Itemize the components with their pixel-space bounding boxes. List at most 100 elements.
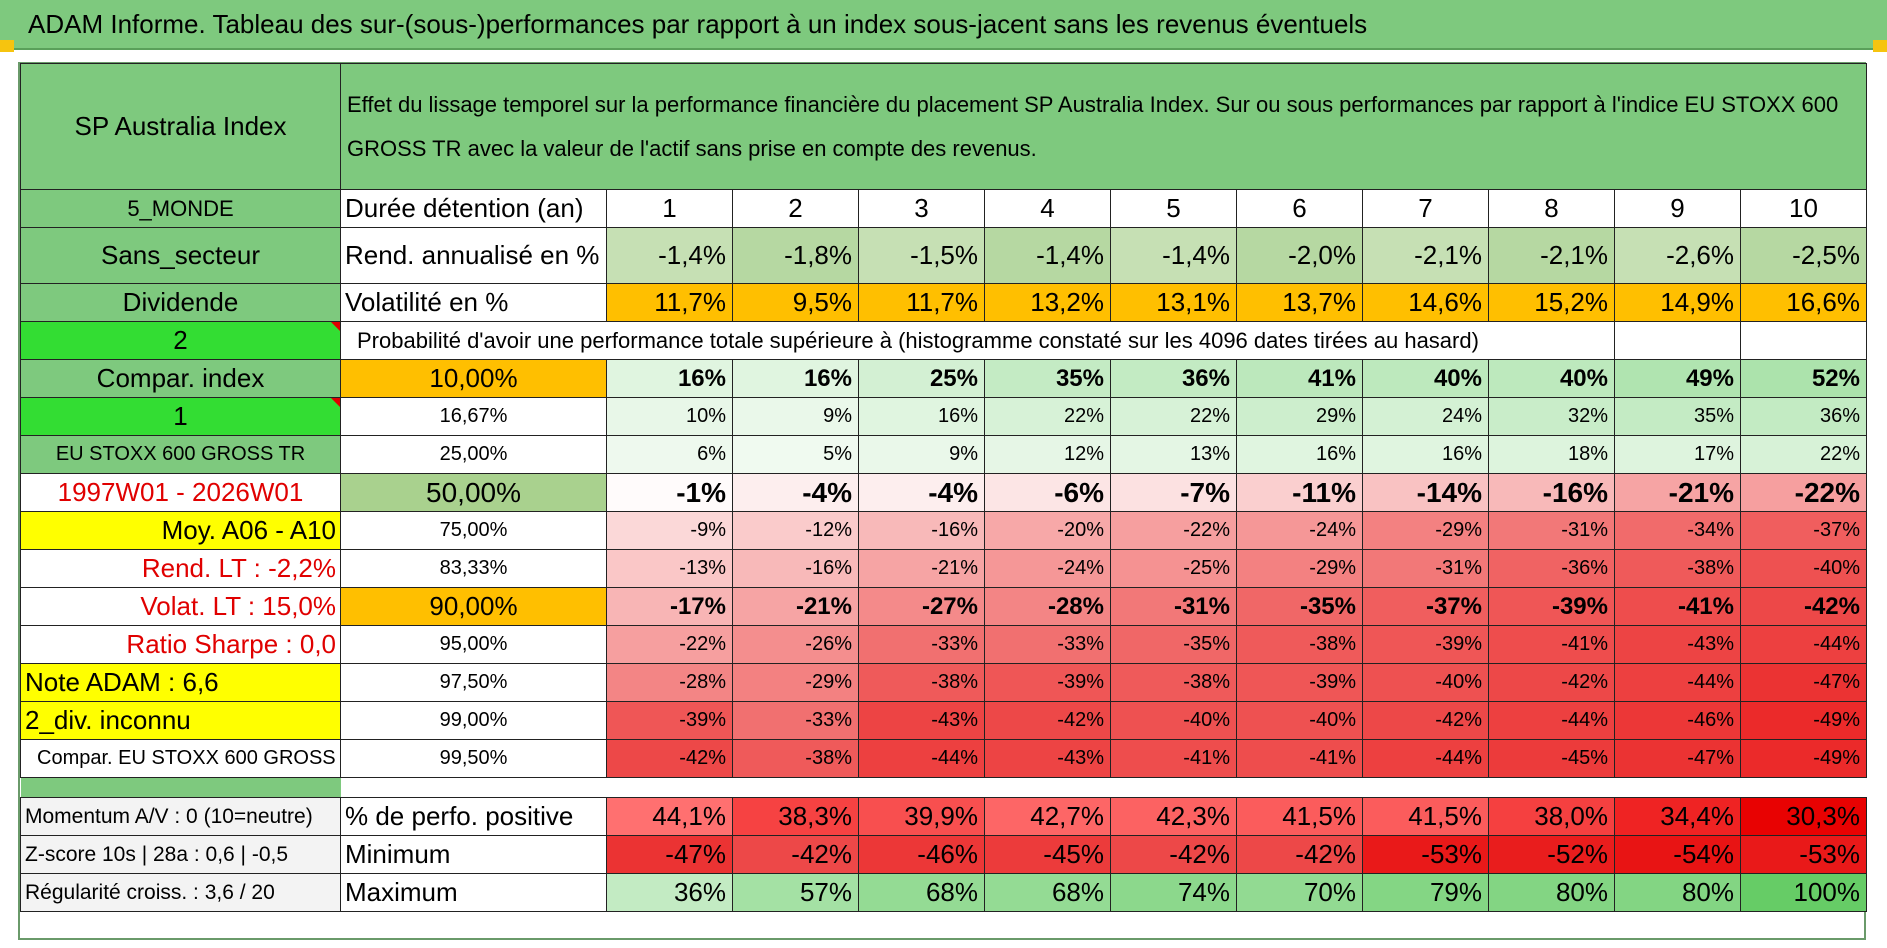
corner-marker-left <box>0 40 14 52</box>
max-cell: 70% <box>1236 873 1363 912</box>
percentile-cell: -41% <box>1110 739 1237 778</box>
percentile-cell: 22% <box>984 397 1111 436</box>
percentile-cell: -6% <box>984 473 1111 512</box>
min-label: Minimum <box>340 835 607 874</box>
percentile-cell: -21% <box>732 587 859 626</box>
percentile-label: 99,00% <box>340 701 607 740</box>
index-name-label: EU STOXX 600 GROSS TR <box>20 435 341 474</box>
vol-cell: 11,7% <box>858 283 985 322</box>
percentile-cell: -44% <box>858 739 985 778</box>
percentile-cell: 17% <box>1614 435 1741 474</box>
percentile-cell: -33% <box>732 701 859 740</box>
percentile-cell: 16% <box>1362 435 1489 474</box>
percentile-row: 2_div. inconnu 99,00% -39% -33% -43% -42% -40%… <box>20 701 1867 740</box>
proba-row: 2 Probabilité d'avoir une performance tot… <box>20 321 1867 360</box>
title-bar: ADAM Informe. Tableau des sur-(sous-)per… <box>0 0 1887 50</box>
percentile-cell: -24% <box>1236 511 1363 550</box>
percentile-cell: -7% <box>1110 473 1237 512</box>
year-header: 10 <box>1740 189 1867 228</box>
rend-cell: -2,6% <box>1614 227 1741 284</box>
pos-cell: 30,3% <box>1740 797 1867 836</box>
percentile-cell: 5% <box>732 435 859 474</box>
percentile-cell: -4% <box>732 473 859 512</box>
performance-table: SP Australia Index Effet du lissage temp… <box>20 63 1867 912</box>
regularite-label: Régularité croiss. : 3,6 / 20 <box>20 873 341 912</box>
pos-cell: 34,4% <box>1614 797 1741 836</box>
code2-label: 2 <box>20 321 341 360</box>
percentile-cell: 35% <box>1614 397 1741 436</box>
percentile-label: 97,50% <box>340 663 607 702</box>
rend-cell: -1,4% <box>984 227 1111 284</box>
vol-cell: 14,9% <box>1614 283 1741 322</box>
rend-cell: -2,1% <box>1488 227 1615 284</box>
percentile-cell: -26% <box>732 625 859 664</box>
percentile-cell: 32% <box>1488 397 1615 436</box>
percentile-cell: 40% <box>1488 359 1615 398</box>
percentile-row: Volat. LT : 15,0% 90,00% -17% -21% -27% -28% -… <box>20 587 1867 626</box>
percentile-label: 99,50% <box>340 739 607 778</box>
percentile-cell: -42% <box>606 739 733 778</box>
volat-lt-label: Volat. LT : 15,0% <box>20 587 341 626</box>
percentile-cell: -39% <box>1488 587 1615 626</box>
pos-cell: 41,5% <box>1236 797 1363 836</box>
percentile-cell: -38% <box>1110 663 1237 702</box>
percentile-cell: -21% <box>1614 473 1741 512</box>
vol-cell: 9,5% <box>732 283 859 322</box>
year-header: 6 <box>1236 189 1363 228</box>
percentile-cell: -40% <box>1740 549 1867 588</box>
code1-label: 1 <box>20 397 341 436</box>
separator <box>20 777 341 798</box>
duration-label: Durée détention (an) <box>340 189 607 228</box>
vol-cell: 13,7% <box>1236 283 1363 322</box>
percentile-cell: 10% <box>606 397 733 436</box>
percentile-cell: 9% <box>858 435 985 474</box>
max-cell: 79% <box>1362 873 1489 912</box>
pos-row: Momentum A/V : 0 (10=neutre)% de perfo. … <box>20 797 1867 836</box>
max-cell: 80% <box>1488 873 1615 912</box>
percentile-cell: -29% <box>1236 549 1363 588</box>
percentile-cell: 22% <box>1740 435 1867 474</box>
percentile-cell: -27% <box>858 587 985 626</box>
percentile-cell: -41% <box>1236 739 1363 778</box>
percentile-cell: -31% <box>1110 587 1237 626</box>
rend-cell: -1,8% <box>732 227 859 284</box>
percentile-cell: -9% <box>606 511 733 550</box>
div-label: 2_div. inconnu <box>20 701 341 740</box>
rend-cell: -1,4% <box>606 227 733 284</box>
percentile-row: EU STOXX 600 GROSS TR 25,00% 6% 5% 9% 12% 13% 1… <box>20 435 1867 474</box>
percentile-cell: -44% <box>1362 739 1489 778</box>
percentile-cell: -44% <box>1614 663 1741 702</box>
percentile-label: 90,00% <box>340 587 607 626</box>
proba-label: Probabilité d'avoir une performance tota… <box>340 321 1615 360</box>
percentile-row: Compar. index 10,00% 16% 16% 25% 35% 36% 41% 40%… <box>20 359 1867 398</box>
min-cell: -45% <box>984 835 1111 874</box>
percentile-cell: -17% <box>606 587 733 626</box>
percentile-cell: 18% <box>1488 435 1615 474</box>
percentile-cell: -31% <box>1362 549 1489 588</box>
percentile-cell: -14% <box>1362 473 1489 512</box>
percentile-cell: -22% <box>606 625 733 664</box>
percentile-cell: -38% <box>1614 549 1741 588</box>
percentile-cell: -42% <box>1740 587 1867 626</box>
percentile-cell: -29% <box>732 663 859 702</box>
year-header: 3 <box>858 189 985 228</box>
year-header: 5 <box>1110 189 1237 228</box>
min-cell: -42% <box>1236 835 1363 874</box>
percentile-cell: 24% <box>1362 397 1489 436</box>
percentile-row: 1997W01 - 2026W01 50,00% -1% -4% -4% -6% -7% -1… <box>20 473 1867 512</box>
percentile-cell: -38% <box>858 663 985 702</box>
percentile-cell: 25% <box>858 359 985 398</box>
percentile-cell: -49% <box>1740 701 1867 740</box>
percentile-cell: 22% <box>1110 397 1237 436</box>
percentile-cell: 16% <box>858 397 985 436</box>
percentile-cell: -38% <box>1236 625 1363 664</box>
dividend-label: Dividende <box>20 283 341 322</box>
corner-marker-right <box>1873 40 1887 52</box>
percentile-row: Moy. A06 - A10 75,00% -9% -12% -16% -20% -22% -… <box>20 511 1867 550</box>
percentile-cell: -39% <box>1362 625 1489 664</box>
percentile-cell: 52% <box>1740 359 1867 398</box>
sector-label: Sans_secteur <box>20 227 341 284</box>
percentile-cell: -45% <box>1488 739 1615 778</box>
compar-label: Compar. EU STOXX 600 GROSS TR <box>20 739 341 778</box>
year-header: 2 <box>732 189 859 228</box>
